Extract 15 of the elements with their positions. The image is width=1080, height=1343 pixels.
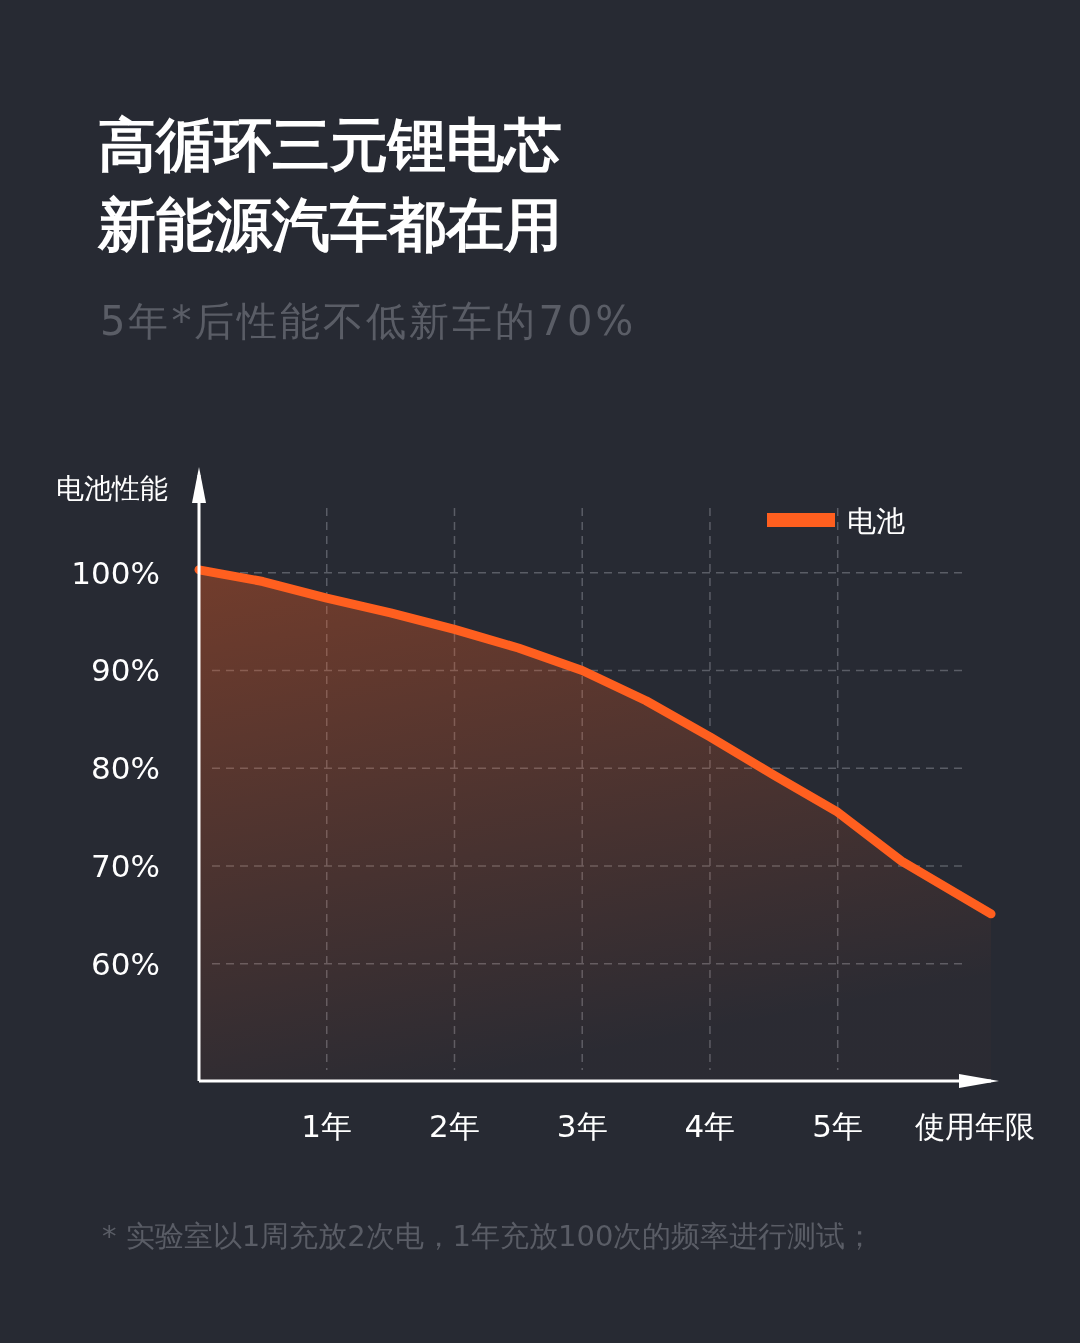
x-tick-label: 2年 bbox=[429, 1108, 480, 1144]
x-tick-label: 5年 bbox=[812, 1108, 864, 1144]
legend-label: 电池 bbox=[847, 504, 905, 538]
y-tick-label: 60% bbox=[91, 945, 160, 982]
title: 高循环三元锂电芯 bbox=[98, 111, 562, 179]
y-tick-label: 100% bbox=[71, 554, 160, 591]
x-tick-label: 3年 bbox=[556, 1108, 608, 1144]
y-tick-label: 70% bbox=[91, 847, 160, 884]
x-tick-label: 1年 bbox=[301, 1108, 353, 1144]
y-tick-label: 80% bbox=[91, 750, 160, 787]
ylabel: 电池性能 bbox=[56, 472, 168, 505]
title: 新能源汽车都在用 bbox=[98, 191, 562, 259]
xlabel: 使用年限 bbox=[915, 1109, 1035, 1144]
y-tick-label: 90% bbox=[91, 652, 160, 689]
x-tick-label: 4年 bbox=[684, 1108, 736, 1144]
